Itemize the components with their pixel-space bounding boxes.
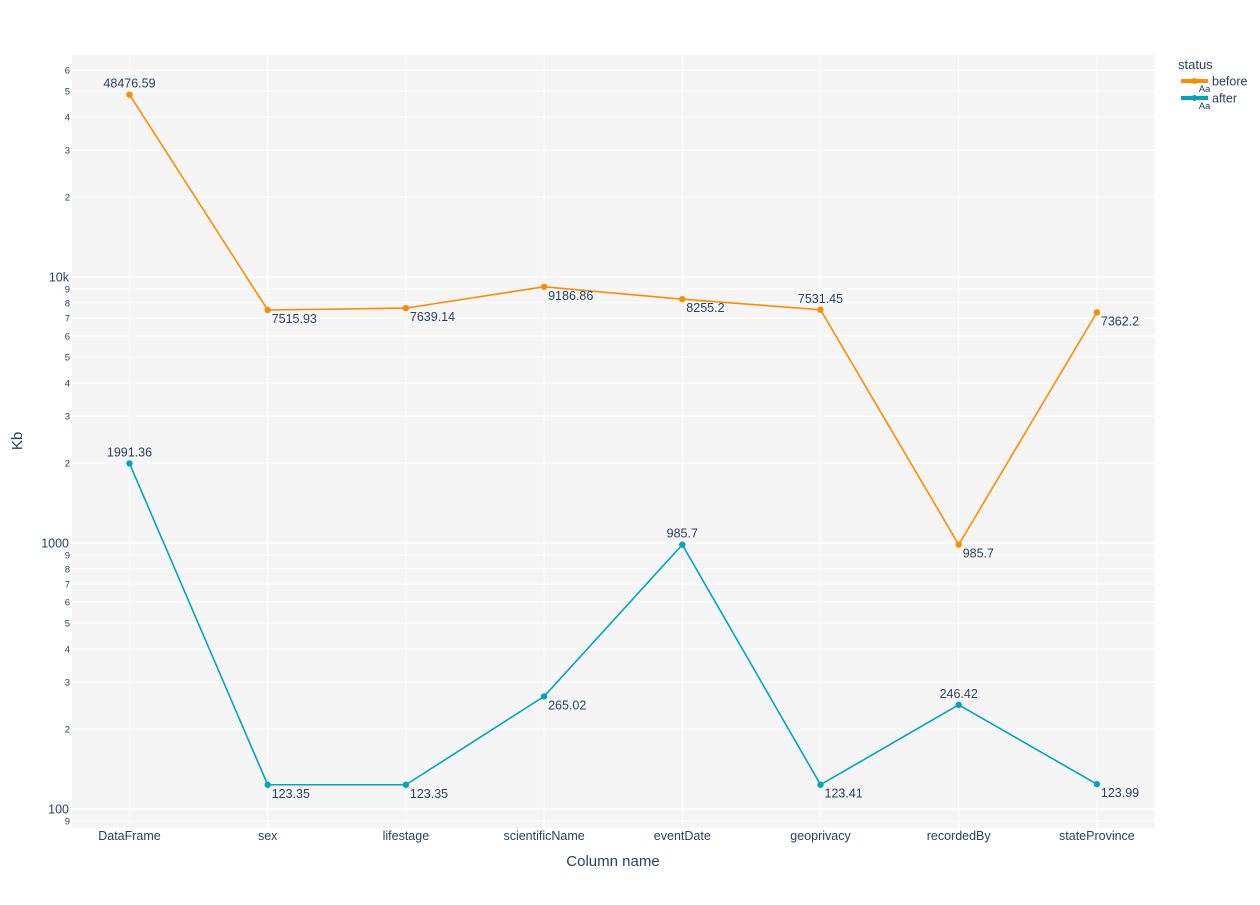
x-tick-label: DataFrame <box>98 829 161 843</box>
data-label: 123.35 <box>410 787 448 801</box>
data-label: 7362.2 <box>1101 314 1139 328</box>
y-tick-label: 100 <box>48 803 69 817</box>
y-tick-label-minor: 7 <box>65 314 70 325</box>
data-label: 123.41 <box>825 787 863 801</box>
data-point <box>1093 780 1101 788</box>
legend-symbol-text: Aa <box>1199 101 1211 112</box>
data-point <box>126 91 133 98</box>
data-label: 7531.45 <box>798 292 843 306</box>
data-point <box>402 781 410 788</box>
legend-label: before <box>1212 75 1247 89</box>
grid <box>72 55 1155 828</box>
x-tick-label: eventDate <box>654 829 711 843</box>
x-tick-label: scientificName <box>503 829 584 843</box>
data-label: 985.7 <box>963 547 994 561</box>
x-tick-label: lifestage <box>383 829 430 843</box>
plot-background <box>72 55 1155 828</box>
series-line-after <box>128 463 1098 786</box>
y-tick-label-minor: 6 <box>65 66 70 77</box>
series-line-before <box>128 94 1098 547</box>
y-tick-label-minor: 2 <box>65 458 70 469</box>
legend-symbol-text: Aa <box>1199 84 1211 95</box>
y-tick-label-minor: 5 <box>65 87 70 98</box>
data-point <box>540 693 548 700</box>
data-label: 7515.93 <box>272 312 317 326</box>
y-tick-label-minor: 2 <box>65 724 70 735</box>
data-point <box>955 541 962 548</box>
y-tick-label-minor: 6 <box>65 332 70 343</box>
y-tick-label: 10k <box>49 271 70 285</box>
data-point <box>402 304 410 312</box>
y-tick-label-minor: 5 <box>65 619 70 630</box>
data-label: 9186.86 <box>548 289 593 303</box>
y-tick-label-minor: 3 <box>65 678 70 689</box>
data-point <box>540 283 548 290</box>
y-tick-label-minor: 5 <box>65 353 70 364</box>
x-tick-label: sex <box>258 829 278 843</box>
data-label: 123.35 <box>272 787 310 801</box>
data-label: 48476.59 <box>103 77 155 91</box>
y-tick-label-minor: 9 <box>65 817 70 828</box>
data-label: 246.42 <box>940 687 978 701</box>
data-point <box>955 701 962 709</box>
y-tick-label-minor: 8 <box>65 298 70 309</box>
legend-label: after <box>1212 92 1237 106</box>
x-axis-title: Column name <box>566 853 659 870</box>
data-label: 8255.2 <box>686 301 724 315</box>
data-label: 985.7 <box>667 527 698 541</box>
y-tick-label-minor: 6 <box>65 598 70 609</box>
y-tick-label-minor: 9 <box>65 285 70 296</box>
data-point <box>817 306 824 313</box>
y-tick-label: 1000 <box>41 537 69 551</box>
data-point <box>679 295 686 303</box>
data-label: 1991.36 <box>107 445 152 459</box>
x-tick-label: geoprivacy <box>790 829 851 843</box>
legend-title: status <box>1178 57 1213 72</box>
y-axis-title: Kb <box>9 432 26 450</box>
series-after: 1991.36 123.35 123.35 265.02 985.7 123.41 246.… <box>107 445 1139 800</box>
data-label: 7639.14 <box>410 310 455 324</box>
x-tick-label: stateProvince <box>1059 829 1135 843</box>
y-tick-label-minor: 4 <box>65 378 70 389</box>
y-tick-label-minor: 8 <box>65 564 70 575</box>
legend-marker <box>1191 78 1198 84</box>
data-point <box>126 460 133 467</box>
data-point <box>1093 309 1101 316</box>
y-tick-label-minor: 4 <box>65 112 70 123</box>
data-point <box>264 306 271 314</box>
y-tick-label-minor: 3 <box>65 412 70 423</box>
y-axis-ticks: 9 2 3 4 5 6 7 8 9 2 3 4 5 6 7 8 9 2 3 4 5 6 100 1000 10k <box>41 66 70 828</box>
data-label: 265.02 <box>548 698 586 712</box>
x-tick-label: recordedBy <box>927 829 992 843</box>
data-point <box>817 781 824 788</box>
data-point <box>679 541 686 548</box>
y-tick-label-minor: 3 <box>65 146 70 157</box>
series-before: 48476.59 7515.93 7639.14 9186.86 8255.2 7531.… <box>103 77 1139 561</box>
data-point <box>264 781 271 788</box>
x-axis-ticks: DataFrame sex lifestage scientificName event… <box>98 829 1135 843</box>
y-tick-label-minor: 9 <box>65 551 70 562</box>
y-tick-label-minor: 2 <box>65 192 70 203</box>
data-label: 123.99 <box>1101 786 1139 800</box>
series-layer: 48476.59 7515.93 7639.14 9186.86 8255.2 7531.… <box>103 77 1139 801</box>
y-tick-label-minor: 7 <box>65 580 70 591</box>
y-tick-label-minor: 4 <box>65 644 70 655</box>
legend-marker <box>1191 95 1198 101</box>
